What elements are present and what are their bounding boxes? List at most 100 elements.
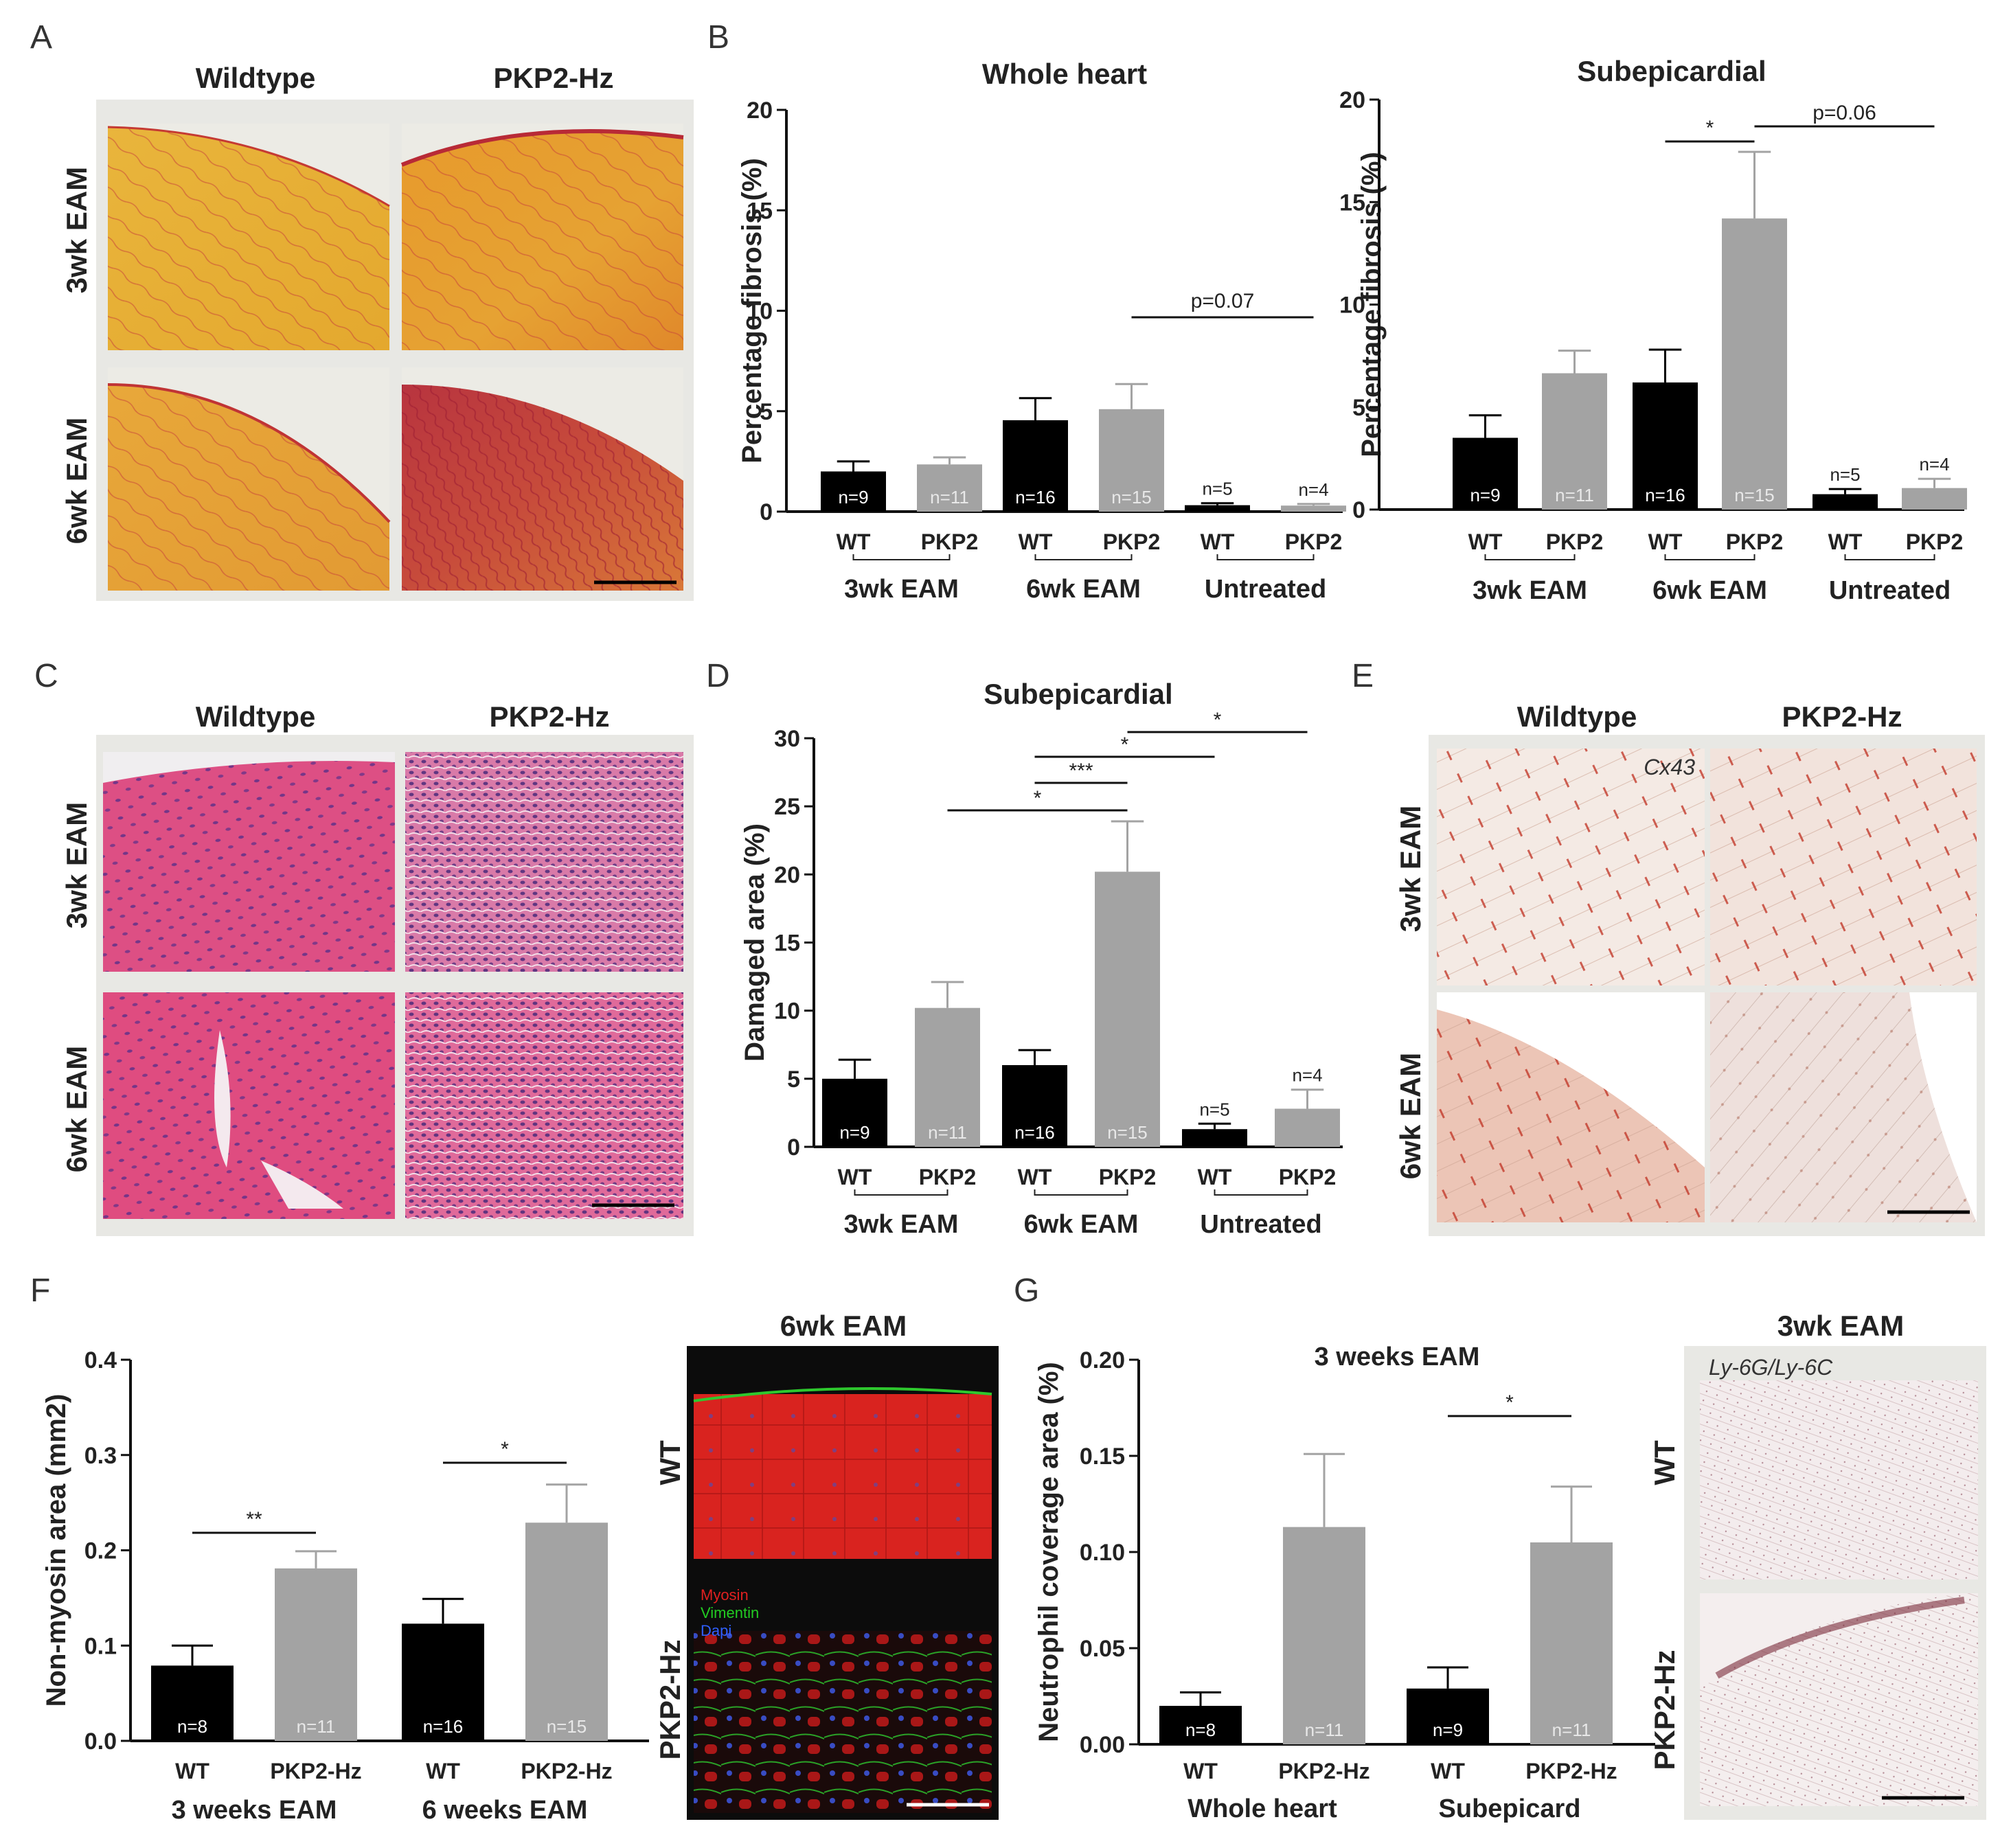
chart-d-category-label: PKP2 — [919, 1165, 977, 1189]
chart-b2-group-label: 6wk EAM — [1652, 576, 1767, 605]
chart-b1-bar — [1281, 505, 1346, 512]
chart-b2-group-label: Untreated — [1829, 576, 1951, 605]
chart-g-category-label: PKP2-Hz — [1525, 1759, 1617, 1783]
chart-b1-n-label: n=4 — [1298, 479, 1328, 500]
chart-b2-category-label: PKP2 — [1906, 529, 1964, 554]
chart-b2-group-label: 3wk EAM — [1473, 576, 1587, 605]
panel-letter-b: B — [707, 19, 729, 56]
panel-letter-g: G — [1014, 1273, 1039, 1309]
chart-b2-n-label: n=5 — [1830, 464, 1860, 485]
chart-d-significance-label: * — [1121, 733, 1129, 756]
panel-c-image-pkp2-6wk — [405, 992, 683, 1219]
chart-b1-n-label: n=11 — [930, 487, 969, 507]
panel-a-row-title-6wk: 6wk EAM — [60, 418, 93, 544]
chart-f-category-label: WT — [426, 1759, 460, 1783]
chart-f-n-label: n=8 — [177, 1716, 207, 1737]
panel-f-row-title-wt: WT — [654, 1440, 686, 1485]
chart-g-n-label: n=9 — [1433, 1720, 1463, 1740]
panel-e-row-title-6wk: 6wk EAM — [1394, 1053, 1427, 1179]
chart-d-group-label: 6wk EAM — [1024, 1210, 1139, 1239]
chart-d-bar — [1275, 1108, 1340, 1147]
panel-f-row-title-pkp2: PKP2-Hz — [654, 1639, 686, 1759]
chart-b1-bar — [1003, 420, 1068, 512]
chart-f-group-label: 3 weeks EAM — [172, 1796, 337, 1825]
chart-d-n-label: n=15 — [1107, 1122, 1148, 1143]
chart-f-ytick-label: 0.4 — [84, 1347, 117, 1373]
panel-letter-f: F — [30, 1273, 50, 1309]
panel-g-row-title-wt: WT — [1648, 1440, 1681, 1485]
chart-b1-ytick-label: 15 — [747, 198, 773, 224]
chart-g-bar — [1530, 1542, 1613, 1744]
chart-d-group-label: Untreated — [1200, 1210, 1321, 1239]
panel-c-image-pkp2-3wk — [405, 752, 683, 972]
chart-neutrophil-coverage: 3 weeks EAM Neutrophil coverage area (%) 0… — [1034, 1343, 1655, 1823]
chart-d-category-label: WT — [838, 1165, 872, 1189]
chart-b2-bar — [1722, 218, 1787, 510]
chart-d-n-label: n=16 — [1014, 1122, 1055, 1143]
chart-b1-significance-label: p=0.07 — [1191, 290, 1255, 312]
chart-d-title: Subepicardial — [984, 678, 1172, 710]
chart-b1-bar — [821, 471, 886, 512]
chart-d-ytick-label: 30 — [774, 726, 800, 752]
chart-d-group-bracket — [1214, 1189, 1308, 1196]
chart-b2-category-label: WT — [1468, 529, 1503, 554]
chart-d-n-label: n=9 — [839, 1122, 870, 1143]
chart-g-ytick-label: 0.00 — [1080, 1732, 1125, 1758]
chart-b2-group-bracket — [1664, 554, 1755, 560]
chart-b2-category-label: WT — [1648, 529, 1683, 554]
chart-g-ytick-label: 0.10 — [1080, 1540, 1125, 1566]
panel-e-image-wt-6wk — [1437, 992, 1705, 1222]
chart-f-n-label: n=11 — [297, 1716, 336, 1737]
chart-d-significance-label: * — [1214, 709, 1222, 731]
chart-d-bar — [1002, 1065, 1067, 1147]
chart-d-category-label: PKP2 — [1099, 1165, 1157, 1189]
chart-non-myosin-area: Non-myosin area (mm2) 0.0 0.1 0.2 0.3 0.4 n=8 W… — [41, 1347, 649, 1825]
chart-b1-ytick-label: 20 — [747, 98, 773, 124]
panel-g-stain-label: Ly-6G/Ly-6C — [1709, 1355, 1833, 1380]
chart-g-n-label: n=11 — [1552, 1720, 1591, 1740]
chart-f-significance-label: ** — [246, 1508, 262, 1531]
chart-d-ylabel: Damaged area (%) — [740, 823, 770, 1062]
chart-b1-ylabel: Percentage fibrosis (%) — [737, 158, 767, 464]
chart-d-bar — [1095, 871, 1160, 1147]
panel-letter-a: A — [30, 19, 52, 56]
chart-f-significance-label: * — [501, 1438, 509, 1461]
chart-g-group-label: Subepicard — [1439, 1794, 1581, 1823]
chart-b2-category-label: PKP2 — [1546, 529, 1604, 554]
panel-a-image-wt-3wk — [107, 124, 390, 350]
chart-b2-n-label: n=16 — [1645, 485, 1685, 505]
panel-g-image: 3wk EAM WT PKP2-Hz Ly-6G/Ly-6C — [1648, 1310, 1986, 1820]
chart-g-significance-label: * — [1505, 1391, 1514, 1414]
chart-b1-category-label: WT — [1019, 529, 1053, 554]
chart-g-bar — [1159, 1706, 1242, 1744]
chart-b1-group-label: 6wk EAM — [1026, 575, 1141, 604]
chart-d-ytick-label: 25 — [774, 794, 800, 820]
chart-d-n-label: n=5 — [1199, 1099, 1229, 1119]
chart-b1-n-label: n=9 — [838, 487, 868, 507]
chart-g-category-label: WT — [1431, 1759, 1465, 1783]
chart-b2-n-label: n=9 — [1470, 485, 1500, 505]
chart-b1-ytick-label: 10 — [747, 299, 773, 325]
chart-b1-n-label: n=16 — [1015, 487, 1056, 507]
chart-whole-heart-fibrosis: Whole heart Percentage fibrosis (%) 0 5 10 15… — [737, 58, 1346, 604]
chart-f-n-label: n=16 — [423, 1716, 464, 1737]
chart-g-category-label: WT — [1183, 1759, 1218, 1783]
chart-b2-category-label: PKP2 — [1726, 529, 1784, 554]
chart-d-bar — [822, 1078, 887, 1147]
panel-f-legend-myosin: Myosin — [701, 1586, 749, 1604]
chart-f-group-label: 6 weeks EAM — [422, 1796, 588, 1825]
chart-b1-category-label: PKP2 — [1285, 529, 1343, 554]
chart-b2-significance-label: * — [1706, 117, 1714, 139]
panel-c-col-title-pkp2: PKP2-Hz — [489, 700, 609, 733]
chart-g-bar — [1407, 1688, 1489, 1744]
panel-f-legend-vimentin: Vimentin — [701, 1604, 759, 1621]
chart-b2-bar — [1542, 373, 1607, 510]
chart-b1-group-bracket — [852, 554, 951, 560]
panel-e-image-pkp2-3wk — [1710, 749, 1977, 985]
chart-b1-category-label: WT — [1201, 529, 1235, 554]
chart-b2-bar — [1812, 494, 1878, 510]
chart-g-n-label: n=8 — [1185, 1720, 1216, 1740]
panel-e-row-title-3wk: 3wk EAM — [1394, 806, 1427, 932]
